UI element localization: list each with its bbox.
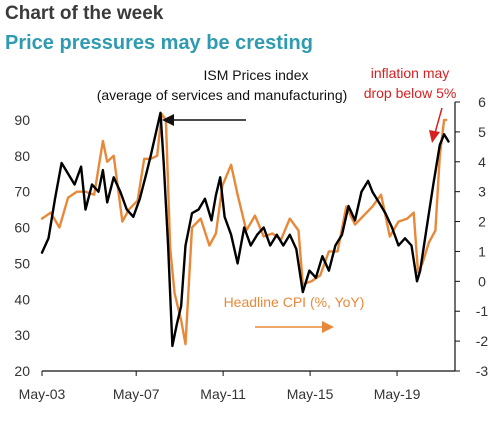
left-y-tick-label: 20 — [14, 363, 30, 379]
x-tick-label: May-07 — [113, 386, 160, 402]
chart-title: Price pressures may be cresting — [5, 32, 313, 54]
x-tick-label: May-19 — [374, 386, 421, 402]
right-y-tick-label: -2 — [476, 333, 489, 349]
cpi-arrow-head — [322, 321, 334, 333]
right-y-tick-label: 3 — [478, 184, 486, 200]
right-y-tick-label: 0 — [478, 273, 486, 289]
ism-arrow-head — [162, 114, 174, 126]
left-y-tick-label: 70 — [14, 184, 30, 200]
chart-kicker: Chart of the week — [5, 3, 164, 24]
left-y-tick-label: 80 — [14, 148, 30, 164]
right-y-tick-label: 6 — [478, 94, 486, 110]
right-y-tick-label: -1 — [476, 303, 489, 319]
right-y-tick-label: 2 — [478, 214, 486, 230]
ism-label-line2: (average of services and manufacturing) — [97, 87, 348, 103]
chart-annotations: ISM Prices index (average of services an… — [97, 65, 457, 333]
chart-lines — [40, 111, 450, 348]
ism-label-line1: ISM Prices index — [203, 67, 308, 83]
left-y-tick-label: 90 — [14, 112, 30, 128]
x-tick-label: May-11 — [200, 386, 246, 402]
ism-prices-series-line — [40, 111, 450, 348]
left-y-tick-label: 30 — [14, 327, 30, 343]
right-y-tick-label: 1 — [478, 243, 486, 259]
cpi-label: Headline CPI (%, YoY) — [224, 294, 365, 310]
callout-line1: inflation may — [371, 65, 450, 81]
callout-line2: drop below 5% — [364, 85, 457, 101]
left-y-tick-label: 50 — [14, 255, 30, 271]
callout-arrow-line — [434, 107, 443, 134]
chart-ticks: 20 30 40 50 60 70 80 90 -3 -2 -1 0 1 2 3 4 5 6 May-03 May-0… — [14, 94, 488, 402]
right-y-tick-label: 5 — [478, 124, 486, 140]
left-y-tick-label: 60 — [14, 220, 30, 236]
left-y-tick-label: 40 — [14, 291, 30, 307]
callout-arrow-head — [429, 130, 440, 143]
cpi-series-line — [40, 112, 448, 346]
right-y-tick-label: 4 — [478, 154, 486, 170]
chart-axes — [42, 102, 456, 372]
x-tick-label: May-15 — [287, 386, 334, 402]
right-y-tick-label: -3 — [476, 363, 489, 379]
x-tick-label: May-03 — [19, 386, 66, 402]
